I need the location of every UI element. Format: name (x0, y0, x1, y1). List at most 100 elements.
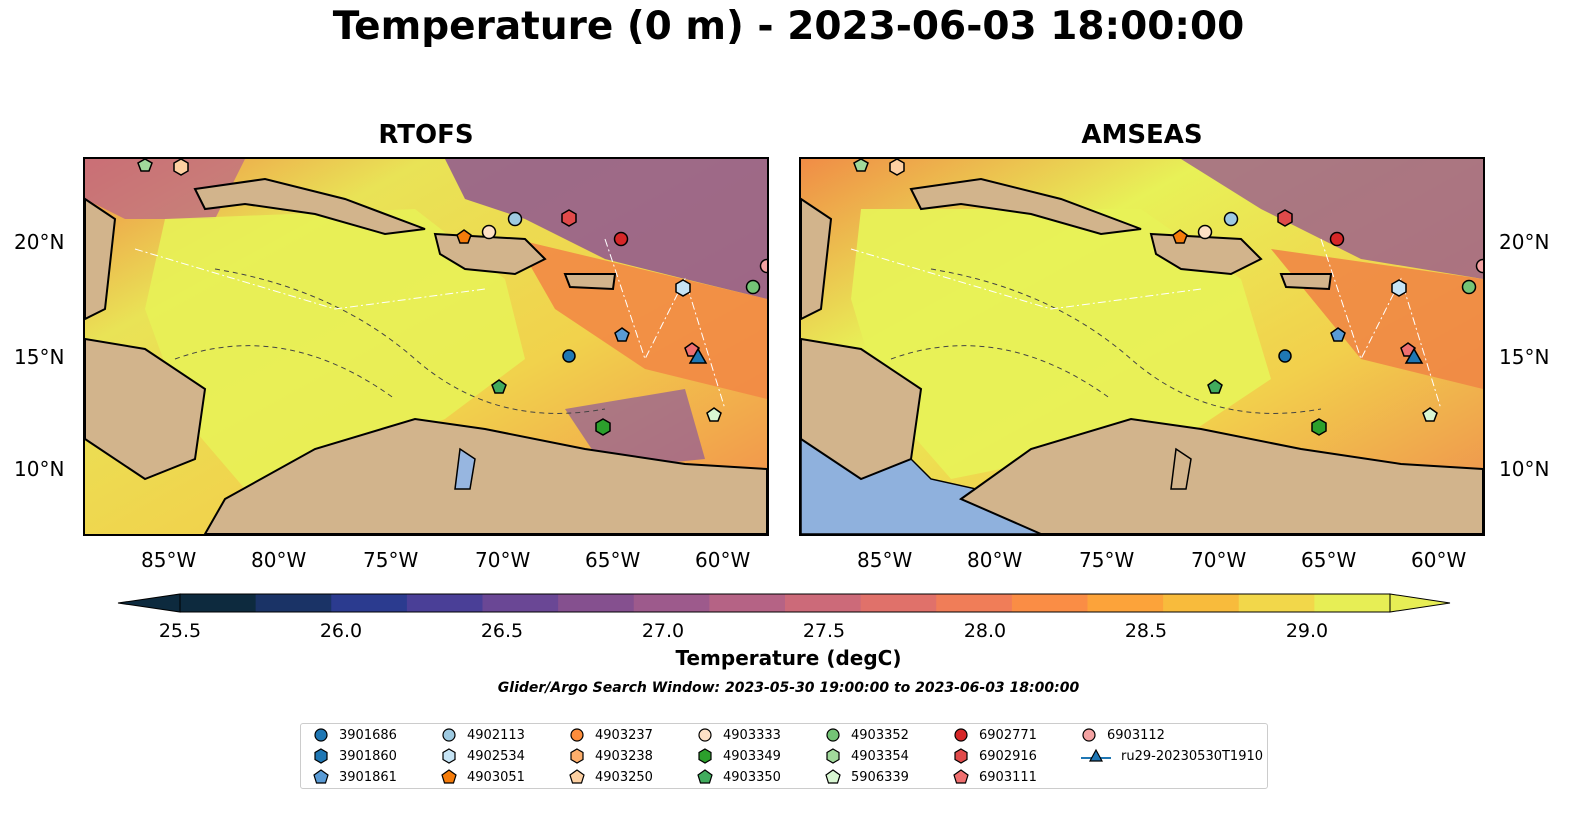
lat-tick: 10°N (1499, 457, 1550, 481)
legend-label: 4903250 (595, 769, 653, 785)
hexagon-marker-icon (569, 748, 595, 764)
legend-item: 3901860 (313, 748, 397, 764)
legend-item: 6902916 (953, 748, 1037, 764)
pentagon-marker-icon (313, 769, 339, 785)
legend-label: 6903112 (1107, 727, 1165, 743)
colorbar-label: Temperature (degC) (675, 646, 902, 670)
marker-4903349 (1311, 418, 1327, 436)
hexagon-marker-icon (697, 748, 723, 764)
legend-item: 4903349 (697, 748, 781, 764)
legend-label: 4903354 (851, 748, 909, 764)
colorbar-segment (331, 594, 408, 612)
marker-4903354 (853, 159, 869, 172)
pentagon-marker-icon (441, 769, 467, 785)
legend-item: 4902534 (441, 748, 525, 764)
legend-item: 4903350 (697, 769, 781, 785)
circle-marker-icon (697, 727, 723, 743)
map-amseas (799, 157, 1485, 536)
colorbar-segment (558, 594, 635, 612)
panel-title-amseas: AMSEAS (1081, 120, 1203, 150)
colorbar-tick: 27.0 (641, 620, 685, 642)
legend-item: 4902113 (441, 727, 525, 743)
colorbar-segment (1087, 594, 1164, 612)
legend-item: 3901861 (313, 769, 397, 785)
marker-4903352 (1461, 279, 1477, 295)
lat-tick: 15°N (1499, 345, 1550, 369)
legend-label: 4903350 (723, 769, 781, 785)
marker-6903112 (759, 258, 767, 274)
marker-4902534 (675, 279, 691, 297)
colorbar-segment (255, 594, 332, 612)
legend-item: 6902771 (953, 727, 1037, 743)
colorbar-segment (936, 594, 1013, 612)
lon-tick: 60°W (695, 548, 751, 572)
lon-tick: 75°W (363, 548, 419, 572)
marker-ru29-20230530T1910 (688, 347, 708, 364)
legend-item: 4903238 (569, 748, 653, 764)
lat-tick: 15°N (14, 345, 65, 369)
marker-4903051 (456, 229, 472, 244)
legend-label: 4903238 (595, 748, 653, 764)
legend-label: 4903333 (723, 727, 781, 743)
marker-4903333 (481, 224, 497, 240)
legend-item: 3901686 (313, 727, 397, 743)
lon-tick: 80°W (967, 548, 1023, 572)
legend-item: 6903112 (1081, 727, 1165, 743)
legend-label: 5906339 (851, 769, 909, 785)
marker-4903238 (173, 159, 189, 176)
figure-title: Temperature (0 m) - 2023-06-03 18:00:00 (332, 4, 1245, 49)
marker-4902534 (1391, 279, 1407, 297)
marker-6902916 (1277, 209, 1293, 227)
pentagon-marker-icon (825, 769, 851, 785)
marker-6903112 (1475, 258, 1483, 274)
legend-item: 4903051 (441, 769, 525, 785)
legend-label: ru29-20230530T1910 (1121, 748, 1264, 764)
colorbar-segment (1238, 594, 1315, 612)
marker-ru29-20230530T1910 (1404, 347, 1424, 364)
circle-marker-icon (569, 727, 595, 743)
marker-6902771 (1329, 231, 1345, 247)
search-window-text: Glider/Argo Search Window: 2023-05-30 19… (497, 680, 1080, 696)
circle-marker-icon (313, 727, 339, 743)
colorbar-tick: 28.0 (963, 620, 1007, 642)
legend-label: 4903349 (723, 748, 781, 764)
marker-4902113 (1223, 211, 1239, 227)
lon-tick: 75°W (1079, 548, 1135, 572)
marker-4903350 (491, 379, 507, 394)
legend-label: 3901861 (339, 769, 397, 785)
colorbar-segment (180, 594, 257, 612)
colorbar-segment (406, 594, 483, 612)
legend-label: 4902534 (467, 748, 525, 764)
marker-3901861 (1330, 327, 1346, 342)
legend-item: 6903111 (953, 769, 1037, 785)
colorbar-segment (1314, 594, 1391, 612)
legend-label: 4903237 (595, 727, 653, 743)
legend-label: 3901860 (339, 748, 397, 764)
map-amseas-canvas (801, 159, 1483, 534)
map-rtofs (83, 157, 769, 536)
marker-4903354 (137, 159, 153, 172)
marker-4903352 (745, 279, 761, 295)
hexagon-marker-icon (441, 748, 467, 764)
colorbar-tick: 25.5 (158, 620, 202, 642)
colorbar-segment (482, 594, 559, 612)
marker-4902113 (507, 211, 523, 227)
pentagon-marker-icon (569, 769, 595, 785)
legend-label: 6902916 (979, 748, 1037, 764)
lon-tick: 80°W (251, 548, 307, 572)
colorbar (117, 593, 1451, 613)
marker-5906339 (1422, 407, 1438, 422)
legend-label: 4903352 (851, 727, 909, 743)
marker-4903349 (595, 418, 611, 436)
legend-item: 4903354 (825, 748, 909, 764)
lat-tick: 20°N (14, 230, 65, 254)
marker-4903051 (1172, 229, 1188, 244)
legend: 3901686 3901860 3901861 4902113 4902534 49030… (300, 723, 1268, 789)
circle-marker-icon (441, 727, 467, 743)
colorbar-tick: 27.5 (802, 620, 846, 642)
colorbar-segment (860, 594, 937, 612)
lon-tick: 60°W (1411, 548, 1467, 572)
legend-item: 4903333 (697, 727, 781, 743)
legend-label: 4902113 (467, 727, 525, 743)
circle-marker-icon (1081, 727, 1107, 743)
